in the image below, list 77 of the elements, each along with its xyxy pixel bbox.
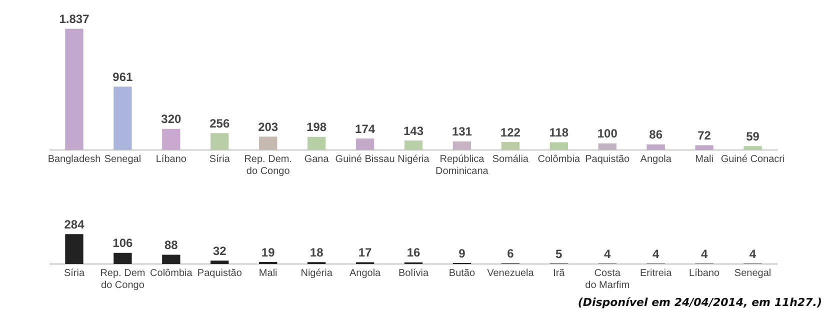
x-tick-label: Venezuela (487, 268, 534, 279)
data-label: 59 (746, 129, 760, 144)
x-tick-label: Nigéria (300, 268, 333, 279)
bar (356, 138, 374, 150)
x-tick-label: Colômbia (538, 154, 580, 165)
x-tick-label: Angola (640, 154, 672, 165)
bar (162, 128, 180, 150)
x-tick-label: Eritreia (640, 268, 672, 279)
x-tick-label: Gana (304, 154, 330, 165)
data-label: 256 (210, 116, 230, 130)
data-label: 203 (258, 120, 278, 134)
x-tick-label: Butão (448, 268, 476, 279)
data-label: 4 (604, 246, 612, 261)
data-label: 9 (458, 246, 466, 260)
data-label: 131 (452, 124, 472, 139)
bar (65, 28, 84, 150)
x-tick-label: República Dominicana (436, 154, 489, 177)
data-label: 143 (403, 124, 424, 138)
bar (404, 140, 423, 150)
data-label: 122 (500, 125, 521, 140)
data-label: 86 (649, 128, 663, 142)
x-tick-label: Bangladesh (48, 154, 101, 165)
data-label: 32 (212, 244, 227, 258)
bar (65, 234, 84, 264)
data-label: 106 (112, 236, 134, 250)
x-tick-label: Nigéria (398, 154, 430, 165)
data-label: 100 (597, 126, 618, 141)
data-label: 174 (355, 122, 376, 136)
data-label: 88 (164, 238, 178, 252)
data-label: 18 (310, 245, 324, 260)
data-label: 17 (358, 246, 372, 260)
data-label: 320 (161, 112, 182, 126)
x-tick-label: Senegal (734, 268, 772, 279)
data-label: 16 (406, 246, 420, 260)
data-label: 284 (64, 217, 85, 232)
data-label: 5 (556, 246, 563, 261)
x-tick-label: Senegal (104, 154, 142, 165)
x-tick-label: Líbano (689, 268, 720, 279)
data-label: 19 (261, 245, 276, 260)
bar (210, 133, 229, 150)
bar (114, 86, 132, 150)
x-tick-label: Guiné Bissau (335, 154, 395, 165)
data-label: 6 (507, 246, 514, 261)
data-label: 72 (698, 128, 712, 143)
x-tick-label: Bolívia (398, 268, 429, 279)
x-tick-label: Mali (258, 268, 278, 279)
x-tick-label: Guiné Conacri (720, 154, 785, 165)
x-tick-label: Líbano (156, 154, 187, 165)
data-label: 4 (700, 246, 708, 261)
x-tick-label: Costa do Marfim (585, 268, 630, 291)
data-label: 198 (306, 120, 327, 134)
data-label: 118 (549, 126, 569, 140)
bar (307, 136, 326, 150)
x-tick-label: Paquistão (197, 268, 242, 279)
x-tick-label: Síria (209, 154, 230, 165)
bar (646, 144, 665, 150)
bar (501, 142, 520, 150)
data-label: 4 (749, 246, 756, 261)
bar (162, 254, 180, 264)
x-tick-label: Angola (349, 268, 382, 279)
bar (695, 145, 714, 150)
data-label: 961 (112, 70, 134, 84)
data-label: 4 (652, 246, 660, 261)
x-tick-label: Somália (492, 154, 529, 165)
x-tick-label: Rep. Dem do Congo (100, 268, 146, 291)
x-tick-label: Mali (695, 154, 714, 165)
data-label: 1.837 (59, 12, 90, 26)
bar (744, 146, 762, 150)
x-tick-label: Irã (553, 268, 566, 279)
text: (Disponível em 24/04/2014, em 11h27.) (576, 296, 822, 309)
bar (210, 260, 229, 264)
bar (114, 252, 132, 264)
x-tick-label: Paquistão (585, 154, 630, 165)
x-tick-label: Colômbia (150, 268, 193, 279)
x-tick-label: Síria (64, 268, 85, 279)
x-tick-label: Rep. Dem. do Congo (244, 154, 292, 177)
bar (550, 142, 568, 150)
